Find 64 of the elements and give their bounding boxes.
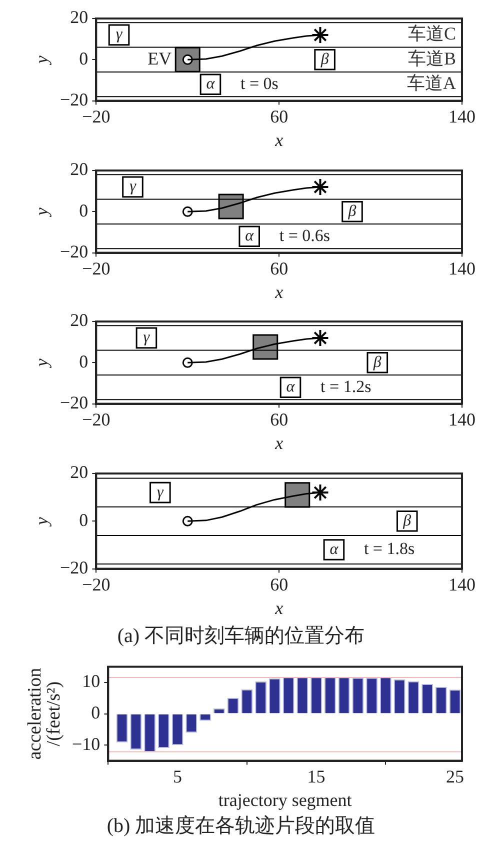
x-tick-label: 25 — [446, 766, 464, 786]
x-tick-label: 140 — [448, 574, 476, 594]
point — [311, 328, 330, 347]
text: (a) 不同时刻车辆的位置分布 — [116, 624, 366, 649]
y-tick-label: 20 — [70, 462, 88, 482]
ref-line-label: 车道B — [408, 48, 456, 68]
y-axis-title: y — [32, 208, 52, 218]
point — [311, 26, 330, 44]
x-tick-label: 60 — [270, 409, 288, 430]
x-axis-title: x — [274, 130, 284, 150]
series-label: γ — [157, 484, 164, 501]
y-tick-label: −20 — [60, 392, 88, 413]
series-label: γ — [116, 26, 123, 44]
y-axis-title: y — [32, 56, 52, 66]
y-axis-title: y — [32, 517, 52, 528]
y-tick-label: 0 — [79, 510, 88, 530]
point — [218, 194, 244, 220]
text: t = 0s — [240, 74, 278, 93]
y-tick-label: 0 — [79, 48, 88, 68]
y-tick-label: 0 — [91, 702, 100, 723]
y-tick-label: 0 — [79, 200, 88, 220]
ref-line-label: 车道C — [408, 24, 456, 44]
y-tick-label: 20 — [70, 159, 88, 180]
x-tick-label: 60 — [270, 574, 288, 594]
series-label: β — [320, 50, 329, 68]
y-axis-title: acceleration /(feet/s²) — [24, 667, 64, 760]
x-axis-title: x — [274, 598, 284, 618]
y-tick-label: −20 — [60, 90, 88, 110]
x-tick-label: 5 — [173, 766, 182, 786]
y-tick-label: 20 — [70, 7, 88, 28]
y-tick-label: −20 — [60, 242, 88, 262]
x-tick-label: 60 — [270, 258, 288, 278]
text: t = 1.8s — [364, 539, 415, 558]
point — [284, 482, 310, 508]
series-label: β — [347, 202, 356, 220]
y-tick-label: 10 — [82, 671, 100, 692]
x-tick-label: 140 — [448, 258, 476, 278]
point — [311, 484, 330, 502]
y-tick-label: 20 — [70, 310, 88, 330]
text: (b) 加速度在各轨迹片段的取值 — [106, 814, 376, 839]
x-tick-label: 60 — [270, 106, 288, 126]
series-label: α — [206, 76, 216, 93]
x-tick-label: 140 — [448, 409, 476, 430]
series-label: γ — [130, 178, 137, 196]
x-axis-title: x — [274, 432, 284, 453]
series-label: β — [402, 512, 412, 530]
series-label: β — [372, 354, 382, 371]
series-label: α — [245, 228, 254, 245]
series-label: α — [330, 540, 339, 558]
text: t = 1.2s — [320, 376, 372, 396]
x-axis-title: trajectory segment — [218, 790, 352, 810]
x-axis-title: x — [274, 282, 284, 302]
y-tick-label: 0 — [79, 351, 88, 372]
point — [311, 178, 330, 196]
text: t = 0.6s — [279, 226, 330, 245]
series-label: EV — [148, 48, 172, 68]
series-label: α — [286, 378, 296, 396]
y-tick-label: −10 — [72, 734, 100, 754]
x-tick-label: 140 — [448, 106, 476, 126]
series-label: γ — [143, 329, 150, 346]
y-axis-title: y — [32, 358, 52, 369]
y-tick-label: −20 — [60, 558, 88, 578]
ref-line-label: 车道A — [407, 73, 456, 94]
x-tick-label: 15 — [307, 766, 326, 786]
